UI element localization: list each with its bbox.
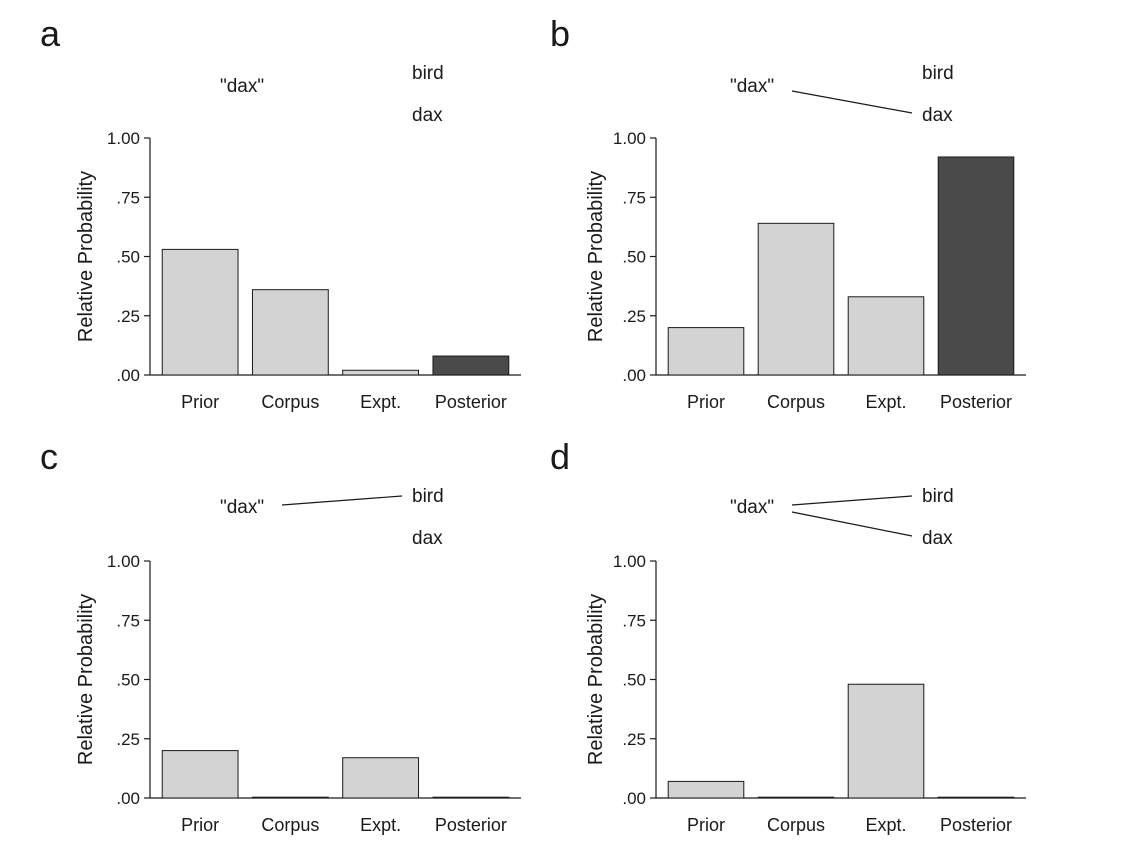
x-tick-label: Posterior	[435, 392, 507, 412]
bar-corpus	[757, 796, 835, 799]
word-label: "dax"	[730, 76, 774, 97]
x-tick-label: Prior	[687, 815, 725, 835]
meaning-dax: dax	[922, 528, 953, 549]
word-diagram: "dax" bird dax	[220, 63, 444, 126]
x-tick-label: Prior	[181, 815, 219, 835]
panel-letter: a	[40, 13, 61, 54]
meaning-dax: dax	[412, 528, 443, 549]
y-tick-label: .75	[116, 188, 140, 207]
bar-corpus	[251, 796, 329, 799]
panel-b: b "dax" bird dax .00 .25 .50 .75 1.00 Relative Pr…	[550, 13, 1026, 412]
y-tick-label: .25	[622, 307, 646, 326]
meaning-bird: bird	[922, 63, 954, 84]
x-tick-label: Posterior	[940, 815, 1012, 835]
panel-d: d "dax" bird dax .00 .25 .50 .75 1.00 Relative Pr…	[550, 436, 1026, 835]
bar-prior	[161, 248, 239, 376]
y-tick-label: .75	[116, 611, 140, 630]
bar-posterior	[937, 796, 1015, 799]
meaning-bird: bird	[922, 486, 954, 507]
bar-corpus	[757, 222, 835, 376]
panel-c: c "dax" bird dax .00 .25 .50 .75 1.00 Relative Pr…	[40, 436, 521, 835]
bar-corpus	[251, 289, 329, 376]
x-tick-label: Expt.	[360, 815, 401, 835]
meaning-bird: bird	[412, 63, 444, 84]
mapping-line-bird	[791, 495, 913, 506]
bar-posterior	[432, 355, 510, 376]
y-tick-label: 1.00	[107, 129, 140, 148]
x-tick-label: Prior	[181, 392, 219, 412]
x-tick-label: Corpus	[261, 815, 319, 835]
y-axis-label: Relative Probability	[585, 594, 607, 765]
bar-expt	[847, 683, 925, 799]
y-tick-label: .50	[622, 671, 646, 690]
mapping-line-dax	[791, 511, 913, 537]
meaning-bird: bird	[412, 486, 444, 507]
mapping-line-bird	[281, 495, 403, 506]
y-tick-label: .25	[116, 307, 140, 326]
bar-prior	[161, 750, 239, 799]
word-label: "dax"	[220, 76, 264, 97]
x-tick-label: Corpus	[261, 392, 319, 412]
word-diagram: "dax" bird dax	[220, 486, 444, 549]
mapping-line-dax	[791, 90, 913, 114]
panel-letter: d	[550, 436, 570, 477]
y-tick-label: .00	[622, 789, 646, 808]
bar-expt	[342, 369, 420, 376]
bar-posterior	[432, 796, 510, 799]
bar-expt	[342, 757, 420, 799]
x-tick-label: Corpus	[767, 392, 825, 412]
y-tick-label: .25	[622, 730, 646, 749]
y-tick-label: 1.00	[613, 129, 646, 148]
bar-prior	[667, 780, 745, 799]
x-tick-label: Prior	[687, 392, 725, 412]
word-diagram: "dax" bird dax	[730, 63, 954, 126]
meaning-dax: dax	[922, 105, 953, 126]
y-tick-label: 1.00	[107, 552, 140, 571]
y-tick-label: .00	[116, 366, 140, 385]
x-tick-label: Expt.	[360, 392, 401, 412]
panel-letter: b	[550, 13, 570, 54]
panel-letter: c	[40, 436, 58, 477]
panel-a: a "dax" bird dax .00 .25 .50 .75 1.00 Relative Pr…	[40, 13, 521, 412]
word-label: "dax"	[730, 497, 774, 518]
y-tick-label: .50	[622, 248, 646, 267]
x-tick-label: Expt.	[865, 815, 906, 835]
y-tick-label: .00	[116, 789, 140, 808]
y-tick-label: .00	[622, 366, 646, 385]
x-tick-label: Expt.	[865, 392, 906, 412]
y-tick-label: .75	[622, 188, 646, 207]
bar-posterior	[937, 156, 1015, 376]
y-axis-label: Relative Probability	[75, 171, 97, 342]
y-tick-label: .50	[116, 248, 140, 267]
y-tick-label: 1.00	[613, 552, 646, 571]
y-axis-label: Relative Probability	[75, 594, 97, 765]
y-tick-label: .75	[622, 611, 646, 630]
x-tick-label: Posterior	[940, 392, 1012, 412]
y-tick-label: .50	[116, 671, 140, 690]
word-diagram: "dax" bird dax	[730, 486, 954, 549]
y-axis-label: Relative Probability	[585, 171, 607, 342]
meaning-dax: dax	[412, 105, 443, 126]
bar-expt	[847, 296, 925, 376]
word-label: "dax"	[220, 497, 264, 518]
bar-prior	[667, 327, 745, 376]
y-tick-label: .25	[116, 730, 140, 749]
x-tick-label: Corpus	[767, 815, 825, 835]
x-tick-label: Posterior	[435, 815, 507, 835]
